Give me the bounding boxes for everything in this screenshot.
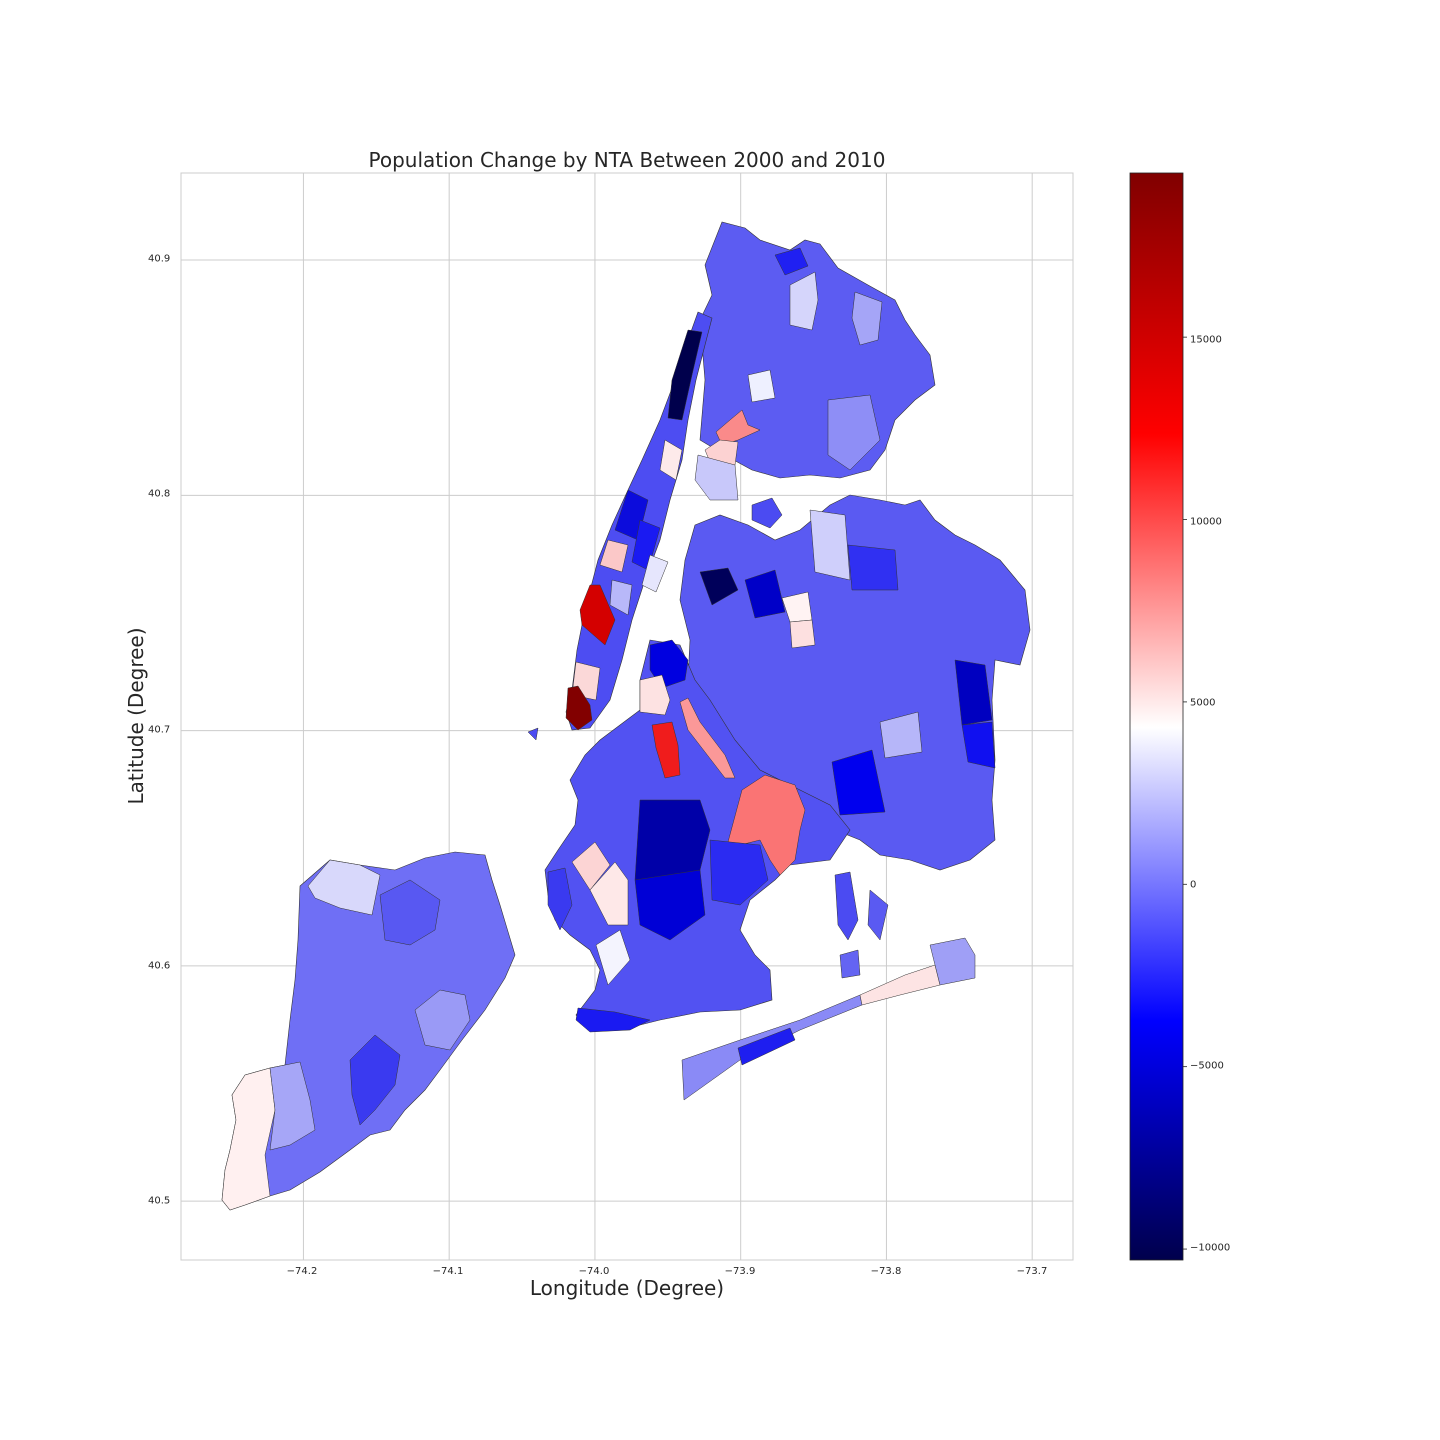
nta-brooklyn-blue-3 (709, 839, 769, 906)
nta-staten-island-north (307, 859, 381, 916)
nta-small-island (527, 727, 539, 741)
nta-manhattan-east-light (641, 554, 669, 593)
nta-bronx-pink (715, 409, 761, 446)
nta-brooklyn-bay-ridge (547, 867, 573, 931)
nta-manhattan-light-2 (609, 579, 633, 616)
nta-staten-island-east (349, 1034, 401, 1126)
nta-manhattan-inwood (667, 329, 703, 421)
y-tick-label: 40.7 (148, 724, 171, 736)
nta-staten-island-shore (414, 989, 471, 1051)
nta-bay-island-2 (839, 949, 861, 979)
nta-staten-island-south (221, 1067, 276, 1211)
nta-brooklyn-pale-3 (595, 929, 631, 986)
colorbar-tick-label: −5000 (1190, 1060, 1224, 1072)
nta-queens-jamaica (831, 749, 886, 816)
x-tick-label: −74.0 (578, 1266, 610, 1277)
nta-rikers-island (751, 497, 783, 529)
nta-rockaway-mid (737, 1027, 796, 1066)
x-axis-label: Longitude (Degree) (529, 1276, 725, 1300)
nta-queens-blue-2 (847, 544, 899, 591)
nta-brooklyn-pale-1 (571, 841, 611, 891)
nta-brooklyn-coney (575, 1007, 651, 1033)
nta-bronx-blue (774, 247, 809, 276)
nta-brooklyn-pale-2 (589, 861, 629, 926)
nta-manhattan-hamilton (659, 439, 683, 481)
x-tick-label: −73.9 (724, 1266, 756, 1277)
y-tick-label: 40.9 (148, 253, 171, 265)
nta-brooklyn-williamsburg-pale (639, 674, 671, 716)
y-tick-label: 40.5 (148, 1195, 171, 1207)
y-axis-label: Latitude (Degree) (124, 627, 148, 805)
nta-staten-island-west (379, 879, 441, 946)
plot-frame (180, 172, 1074, 1261)
nta-staten-island-mid (269, 1061, 316, 1151)
nta-broad-channel (867, 889, 889, 941)
colorbar-tick-label: 15000 (1190, 334, 1222, 346)
nta-brooklyn-pink-band (679, 697, 736, 779)
map-title: Population Change by NTA Between 2000 an… (368, 148, 886, 172)
nta-far-rockaway (929, 937, 976, 986)
nta-bronx-light-2 (851, 291, 883, 346)
nta-queens-east-dark (954, 659, 993, 726)
nta-queens-pale-2 (789, 619, 816, 649)
nta-manhattan-midtown (579, 584, 616, 646)
nta-jamaica-bay-islands (834, 871, 859, 941)
nta-bronx-south (694, 454, 739, 501)
y-tick-label: 40.8 (148, 488, 171, 500)
colorbar-tick-label: 0 (1190, 879, 1197, 891)
nta-queens-east-blue (961, 721, 996, 769)
colorbar-tick-label: 5000 (1190, 697, 1216, 709)
nta-rockaway-east (859, 964, 941, 1006)
nta-bronx-east (827, 394, 881, 471)
nta-queens-blue-1 (744, 569, 786, 619)
borough-bronx (699, 221, 936, 479)
x-tick-label: −74.2 (286, 1266, 318, 1277)
colorbar (1129, 172, 1184, 1261)
nta-manhattan-pink-1 (599, 539, 629, 573)
nta-brooklyn-dark-2 (634, 869, 706, 941)
nta-queens-dark-1 (699, 567, 739, 606)
nta-manhattan-financial (565, 685, 593, 731)
nta-queens-pale-3 (809, 509, 851, 581)
x-tick-label: −73.8 (870, 1266, 902, 1277)
colorbar-ticks (1183, 336, 1187, 1250)
nta-bronx-light-3 (747, 369, 776, 403)
colorbar-tick-label: 10000 (1190, 516, 1222, 528)
x-tick-label: −74.1 (432, 1266, 464, 1277)
colorbar-tick-label: −10000 (1190, 1242, 1231, 1254)
nta-bronx-light-1 (789, 271, 819, 331)
nta-brooklyn-red (651, 721, 681, 779)
nta-polygons (221, 221, 1031, 1211)
nta-queens-light (879, 711, 923, 759)
y-tick-label: 40.6 (148, 960, 171, 972)
x-tick-label: −73.7 (1016, 1266, 1048, 1277)
